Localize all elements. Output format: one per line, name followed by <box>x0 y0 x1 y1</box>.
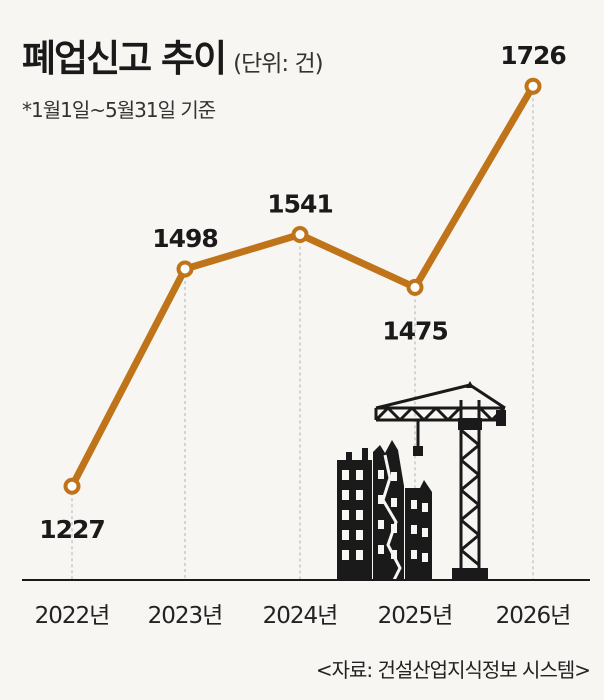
data-point <box>291 226 309 244</box>
x-tick-label: 2022년 <box>35 603 110 629</box>
data-label: 1227 <box>39 515 105 544</box>
data-point <box>406 278 424 296</box>
chart-title: 폐업신고 추이 <box>22 37 227 80</box>
data-points <box>63 77 542 495</box>
x-tick-label: 2025년 <box>378 603 453 629</box>
x-tick-label: 2024년 <box>263 603 338 629</box>
data-label: 1498 <box>152 224 218 253</box>
data-point <box>63 477 81 495</box>
x-tick-label: 2026년 <box>496 603 571 629</box>
x-tick-labels: 2022년 2023년 2024년 2025년 2026년 <box>35 603 572 629</box>
data-label: 1726 <box>500 41 566 70</box>
gridlines <box>71 86 534 580</box>
source-note: <자료: 건설산업지식정보 시스템> <box>315 658 591 682</box>
data-point <box>524 77 542 95</box>
x-tick-label: 2023년 <box>148 603 223 629</box>
data-labels: 1227 1498 1541 1475 1726 <box>39 41 567 544</box>
data-label: 1475 <box>382 316 448 345</box>
chart-title-row: 폐업신고 추이 (단위: 건) <box>22 28 324 82</box>
data-label: 1541 <box>267 190 333 219</box>
building-crane-icon <box>337 381 506 581</box>
period-note: *1월1일~5월31일 기준 <box>22 98 216 122</box>
unit-label: (단위: 건) <box>233 51 323 77</box>
data-point <box>176 260 194 278</box>
